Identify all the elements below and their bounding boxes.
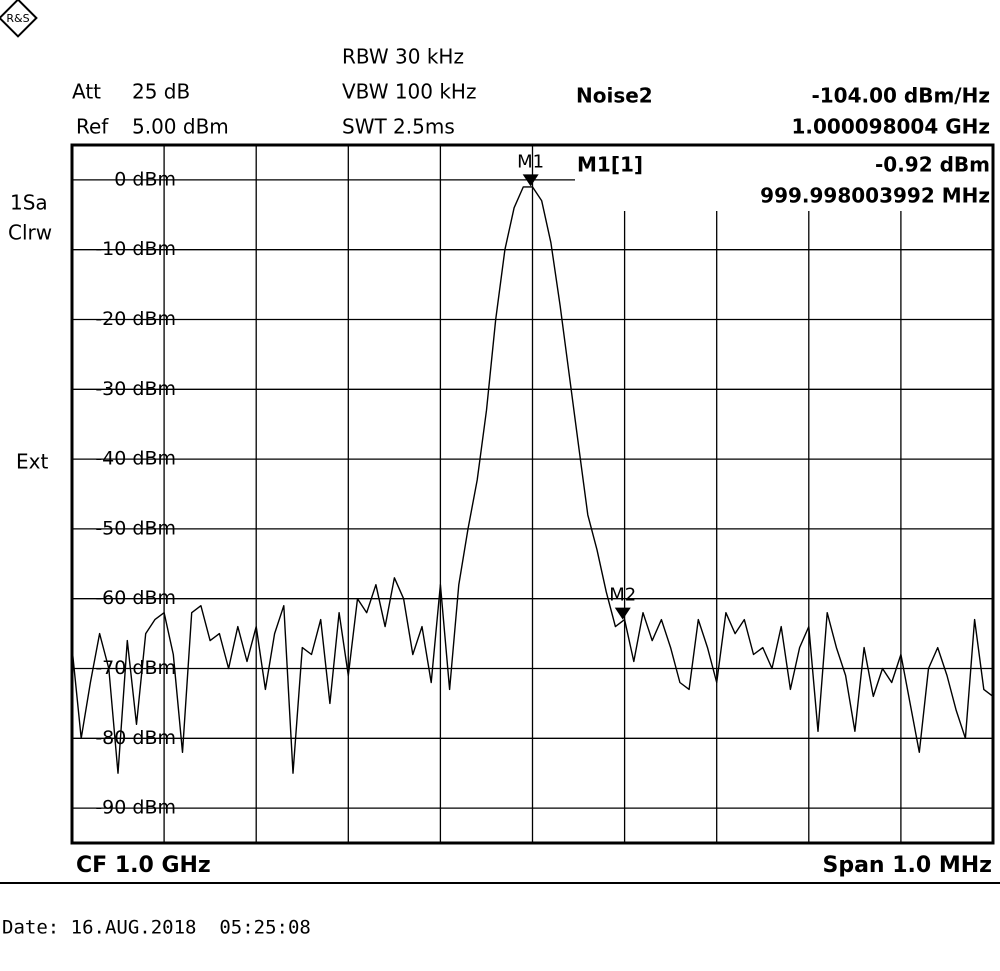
noise-freq: 1.000098004 GHz [791,115,990,139]
y-tick-label: -40 dBm [95,448,176,470]
noise-value: -104.00 dBm/Hz [811,84,990,108]
marker-panel [575,146,992,211]
att-value: 25 dB [132,80,190,104]
span: Span 1.0 MHz [822,853,992,878]
trace [71,186,994,774]
side-label: Ext [16,450,48,474]
marker [614,607,631,620]
marker-freq: 999.998003992 MHz [760,184,990,208]
att-label: Att [72,80,101,104]
plot: 0 dBm -10 dBm -20 dBm -30 dBm -40 dBm -50 dBm… [70,143,995,845]
y-tick-label: -30 dBm [95,378,176,400]
date: Date: 16.AUG.2018 05:25:08 [2,917,311,939]
vbw: VBW 100 kHz [342,80,476,104]
svg-text:R&S: R&S [6,12,29,25]
rbw: RBW 30 kHz [342,45,464,69]
y-tick-label: 0 dBm [114,168,176,190]
y-tick-label: -80 dBm [95,727,176,749]
side-label: 1Sa [10,191,48,215]
noise-label: Noise2 [576,84,653,108]
marker-name: M2 [609,585,636,606]
ref-label: Ref [76,115,109,139]
y-tick-label: -20 dBm [95,308,176,330]
marker-name: M1 [517,151,544,172]
logo: R&S [0,0,38,38]
y-tick-label: -90 dBm [95,797,176,819]
y-tick-label: -10 dBm [95,238,176,260]
plot-frame [70,143,995,845]
center-frequency: CF 1.0 GHz [76,853,211,878]
marker-value: -0.92 dBm [875,153,990,177]
swt: SWT 2.5ms [342,115,455,139]
y-tick-label: -50 dBm [95,517,176,539]
y-tick-label: -70 dBm [95,657,176,679]
marker-label: M1[1] [577,153,643,177]
marker [522,174,539,187]
ref-value: 5.00 dBm [132,115,229,139]
side-label: Clrw [8,221,52,245]
y-tick-label: -60 dBm [95,587,176,609]
